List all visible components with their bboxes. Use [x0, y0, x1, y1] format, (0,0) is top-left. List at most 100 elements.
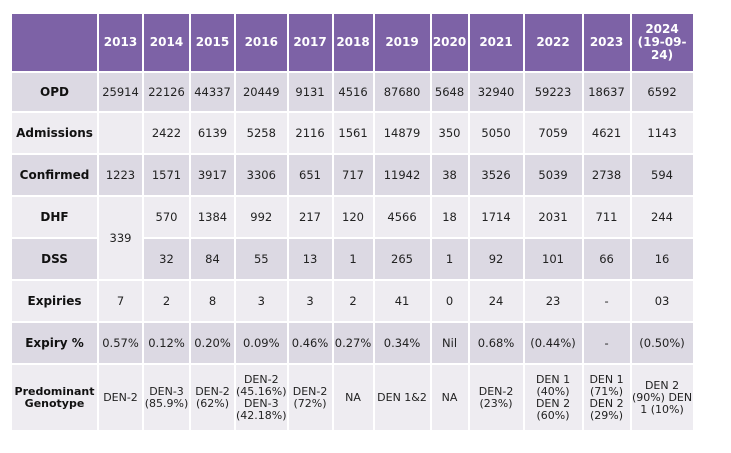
- year-header: 2015: [191, 14, 234, 71]
- table-cell: 0.34%: [374, 323, 430, 363]
- table-cell: 0.20%: [191, 323, 234, 363]
- table-cell: 55: [236, 239, 287, 279]
- table-cell: 5258: [236, 113, 287, 153]
- table-cell: DEN-2 (62%): [191, 365, 234, 430]
- year-header: 2019: [374, 14, 430, 71]
- table-cell: 38: [431, 155, 468, 195]
- table-cell: 120: [333, 197, 373, 237]
- year-header: 2020: [431, 14, 468, 71]
- table-cell: 5648: [431, 73, 468, 111]
- table-cell: 717: [333, 155, 373, 195]
- year-header: 2021: [469, 14, 523, 71]
- table-cell: 18637: [583, 73, 630, 111]
- table-cell: 1: [333, 239, 373, 279]
- row-label: Expiry %: [12, 323, 97, 363]
- table-cell: 6139: [191, 113, 234, 153]
- table-cell: 2422: [144, 113, 189, 153]
- corner-cell: [12, 14, 97, 71]
- table-cell: 0.68%: [469, 323, 523, 363]
- table-cell: (0.44%): [524, 323, 582, 363]
- table-cell: 16: [631, 239, 693, 279]
- table-cell: 1143: [631, 113, 693, 153]
- table-cell: 992: [236, 197, 287, 237]
- row-label: Confirmed: [12, 155, 97, 195]
- table-cell: DEN 1 (71%) DEN 2 (29%): [583, 365, 630, 430]
- table-cell: 23: [524, 281, 582, 321]
- table-cell: 1561: [333, 113, 373, 153]
- row-label: Expiries: [12, 281, 97, 321]
- table-cell: 2738: [583, 155, 630, 195]
- table-cell: 25914: [99, 73, 142, 111]
- table-row-confirmed: Confirmed 1223 1571 3917 3306 651 717 11…: [12, 155, 693, 195]
- table-cell: 0.12%: [144, 323, 189, 363]
- table-cell: [99, 113, 142, 153]
- table-cell: 3526: [469, 155, 523, 195]
- table-cell: 14879: [374, 113, 430, 153]
- year-header: 2014: [144, 14, 189, 71]
- table-cell: 1223: [99, 155, 142, 195]
- table-row-genotype: Predominant Genotype DEN-2 DEN-3 (85.9%)…: [12, 365, 693, 430]
- table-cell: 4566: [374, 197, 430, 237]
- table-cell: Nil: [431, 323, 468, 363]
- row-label: Predominant Genotype: [12, 365, 97, 430]
- table-cell: 0: [431, 281, 468, 321]
- table-cell: 5050: [469, 113, 523, 153]
- table-cell: 3: [288, 281, 332, 321]
- table-cell: 11942: [374, 155, 430, 195]
- table-cell: 2: [144, 281, 189, 321]
- table-cell: DEN 2 (90%) DEN 1 (10%): [631, 365, 693, 430]
- table-row-dss: DSS 32 84 55 13 1 265 1 92 101 66 16: [12, 239, 693, 279]
- table-cell: 1384: [191, 197, 234, 237]
- table-cell: 8: [191, 281, 234, 321]
- table-cell: DEN-2 (23%): [469, 365, 523, 430]
- header-row: 2013 2014 2015 2016 2017 2018 2019 2020 …: [12, 14, 693, 71]
- dengue-statistics-table: 2013 2014 2015 2016 2017 2018 2019 2020 …: [10, 12, 695, 432]
- table-cell: (0.50%): [631, 323, 693, 363]
- table-cell: 1: [431, 239, 468, 279]
- year-header: 2024 (19-09-24): [631, 14, 693, 71]
- row-label: DSS: [12, 239, 97, 279]
- table-row-dhf: DHF 339 570 1384 992 217 120 4566 18 171…: [12, 197, 693, 279]
- table-cell: 711: [583, 197, 630, 237]
- table-cell: 18: [431, 197, 468, 237]
- table-cell: -: [583, 323, 630, 363]
- table-cell: 1714: [469, 197, 523, 237]
- year-header: 2016: [236, 14, 287, 71]
- table-cell: 84: [191, 239, 234, 279]
- table-cell: 1571: [144, 155, 189, 195]
- table-cell: 13: [288, 239, 332, 279]
- table-cell: -: [583, 281, 630, 321]
- table-cell: 32940: [469, 73, 523, 111]
- table-cell: 9131: [288, 73, 332, 111]
- table-cell: 3917: [191, 155, 234, 195]
- table-cell: DEN-2: [99, 365, 142, 430]
- row-label: DHF: [12, 197, 97, 237]
- year-header: 2022: [524, 14, 582, 71]
- table-cell: NA: [333, 365, 373, 430]
- table-cell: 32: [144, 239, 189, 279]
- table-cell: 5039: [524, 155, 582, 195]
- table-cell: 0.46%: [288, 323, 332, 363]
- table-cell: 0.57%: [99, 323, 142, 363]
- table-cell: DEN-2 (45.16%) DEN-3 (42.18%): [236, 365, 287, 430]
- table-cell: DEN-2 (72%): [288, 365, 332, 430]
- year-header: 2018: [333, 14, 373, 71]
- row-label: Admissions: [12, 113, 97, 153]
- table-cell: 594: [631, 155, 693, 195]
- table-cell: 350: [431, 113, 468, 153]
- table-cell: 244: [631, 197, 693, 237]
- year-header: 2013: [99, 14, 142, 71]
- year-header: 2017: [288, 14, 332, 71]
- table-cell: 217: [288, 197, 332, 237]
- table-cell: 7059: [524, 113, 582, 153]
- table-cell: 0.27%: [333, 323, 373, 363]
- table-row-expiry-pct: Expiry % 0.57% 0.12% 0.20% 0.09% 0.46% 0…: [12, 323, 693, 363]
- table-cell: 66: [583, 239, 630, 279]
- table-cell: NA: [431, 365, 468, 430]
- table-cell: 87680: [374, 73, 430, 111]
- table-cell: 24: [469, 281, 523, 321]
- table-cell: 570: [144, 197, 189, 237]
- table-cell: 44337: [191, 73, 234, 111]
- table-cell: 59223: [524, 73, 582, 111]
- table-row-admissions: Admissions 2422 6139 5258 2116 1561 1487…: [12, 113, 693, 153]
